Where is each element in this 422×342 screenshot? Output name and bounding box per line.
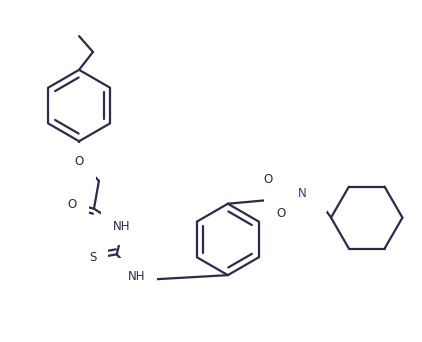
- Text: H: H: [307, 187, 316, 200]
- Text: O: O: [263, 173, 272, 186]
- Text: N: N: [298, 187, 307, 200]
- Text: O: O: [74, 155, 84, 168]
- Text: NH: NH: [113, 220, 130, 233]
- Text: NH: NH: [128, 269, 145, 282]
- Text: S: S: [89, 251, 97, 264]
- Text: O: O: [68, 198, 77, 211]
- Text: S: S: [276, 189, 283, 202]
- Text: O: O: [277, 207, 286, 220]
